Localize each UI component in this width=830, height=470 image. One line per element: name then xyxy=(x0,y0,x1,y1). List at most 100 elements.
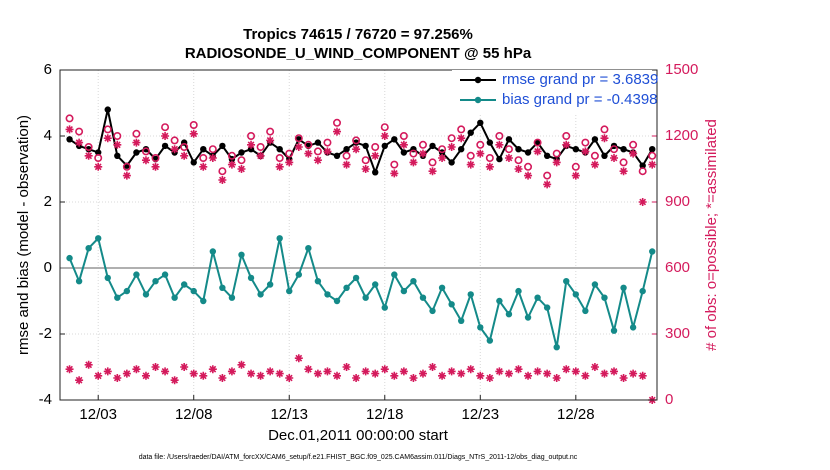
point xyxy=(399,140,408,149)
point xyxy=(275,369,284,378)
point xyxy=(237,165,246,173)
point xyxy=(466,365,475,374)
y-tick-label: 0 xyxy=(44,259,52,276)
point xyxy=(208,154,217,162)
point xyxy=(534,294,541,301)
point xyxy=(649,146,656,153)
chart-subtitle: RADIOSONDE_U_WIND_COMPONENT @ 55 hPa xyxy=(185,45,532,62)
point xyxy=(343,284,350,291)
point xyxy=(238,149,245,156)
point xyxy=(256,151,265,160)
point xyxy=(543,171,552,180)
y-tick-label: -2 xyxy=(39,325,52,342)
y-tick-label: 6 xyxy=(44,61,52,78)
x-tick-label: 12/28 xyxy=(557,406,595,423)
point xyxy=(295,271,302,278)
point xyxy=(219,142,226,150)
point xyxy=(457,146,465,153)
point xyxy=(380,132,389,140)
point xyxy=(447,367,456,376)
point xyxy=(85,146,92,153)
point xyxy=(342,160,351,169)
point xyxy=(122,171,131,180)
point xyxy=(342,363,351,371)
point xyxy=(486,139,494,146)
point xyxy=(313,147,322,156)
y2-tick-label: 900 xyxy=(665,193,690,210)
legend-label: bias grand pr = -0.4398 xyxy=(502,91,658,108)
point xyxy=(390,160,399,169)
point xyxy=(275,162,284,171)
point xyxy=(104,274,111,282)
point xyxy=(418,369,427,378)
y-tick-label: 4 xyxy=(44,127,52,144)
point xyxy=(323,367,332,376)
point xyxy=(590,363,599,371)
point xyxy=(534,139,541,146)
point xyxy=(381,304,388,311)
point xyxy=(581,147,590,156)
point xyxy=(141,156,150,165)
point xyxy=(152,278,159,285)
point xyxy=(505,136,513,143)
point xyxy=(485,162,494,171)
point xyxy=(457,125,466,134)
point xyxy=(333,152,341,159)
point xyxy=(352,139,360,146)
y2-axis-label: # of obs: o=possible; *=assimilated xyxy=(703,119,720,351)
point xyxy=(333,371,342,380)
point xyxy=(237,156,246,165)
point xyxy=(362,294,369,301)
point xyxy=(218,176,227,184)
point xyxy=(190,287,197,295)
point xyxy=(200,297,207,305)
point xyxy=(218,374,227,382)
series-line xyxy=(68,236,654,348)
x-tick-label: 12/23 xyxy=(462,406,500,423)
point xyxy=(619,158,628,167)
x-tick-label: 12/18 xyxy=(366,406,404,423)
point xyxy=(410,278,417,285)
point xyxy=(65,114,74,123)
point xyxy=(620,146,627,153)
point xyxy=(619,167,628,176)
point xyxy=(457,317,465,324)
point xyxy=(495,140,504,149)
x-tick-label: 12/08 xyxy=(175,406,213,423)
point xyxy=(429,142,436,150)
point xyxy=(428,363,437,371)
point xyxy=(333,297,341,305)
point xyxy=(572,146,580,153)
point xyxy=(66,136,73,143)
point xyxy=(399,367,408,376)
point xyxy=(199,371,208,380)
point xyxy=(400,287,408,295)
point xyxy=(304,365,313,374)
y2-tick-label: 1200 xyxy=(665,127,698,144)
point xyxy=(438,371,447,380)
point xyxy=(266,127,275,136)
legend-marker xyxy=(474,96,482,104)
point xyxy=(457,369,466,378)
point xyxy=(515,146,522,153)
point xyxy=(610,367,619,376)
point xyxy=(620,284,627,291)
point xyxy=(495,132,504,141)
point xyxy=(133,149,140,156)
point xyxy=(477,119,484,127)
point xyxy=(600,125,609,134)
point xyxy=(228,294,236,301)
point xyxy=(639,162,646,169)
point xyxy=(419,294,427,301)
point xyxy=(610,145,619,154)
point xyxy=(199,162,208,171)
point xyxy=(563,278,570,285)
point xyxy=(371,369,380,378)
point xyxy=(190,159,197,166)
point xyxy=(371,151,380,160)
point xyxy=(333,127,342,136)
point xyxy=(562,132,571,141)
point xyxy=(590,151,599,160)
point xyxy=(504,145,513,154)
point xyxy=(305,245,312,252)
